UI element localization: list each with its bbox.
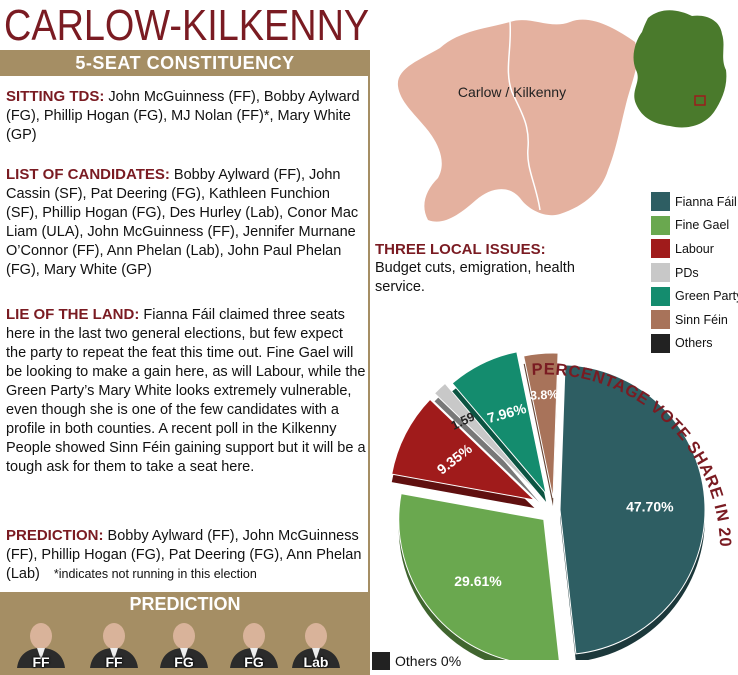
others-note: Others 0% — [372, 652, 461, 670]
vote-share-pie-chart: 47.70%29.61%9.35%1.59%7.96%3.8% PERCENTA… — [372, 330, 734, 660]
legend-item: Labour — [651, 237, 738, 261]
pie-slice-green-party — [451, 351, 547, 495]
prediction-panel-title: PREDICTION — [129, 594, 241, 614]
person-icon — [90, 623, 138, 668]
candidates-text: Bobby Aylward (FF), John Cassin (SF), Pa… — [6, 167, 359, 278]
others-note-swatch — [372, 652, 390, 670]
pie-slice-sinn-f-in — [523, 352, 559, 499]
candidate-party-tag: FG — [244, 654, 264, 670]
legend-label: Labour — [675, 241, 714, 256]
local-issues-label: THREE LOCAL ISSUES: — [375, 241, 546, 258]
sitting-tds-text: John McGuinness (FF), Bobby Aylward (FG)… — [6, 89, 360, 143]
lie-of-land-label: LIE OF THE LAND: — [6, 306, 140, 323]
legend-label: Fine Gael — [675, 218, 730, 233]
candidates-label: LIST OF CANDIDATES: — [6, 166, 170, 183]
candidates-section: LIST OF CANDIDATES: Bobby Aylward (FF), … — [6, 165, 366, 280]
candidate-party-tag: Lab — [303, 654, 329, 670]
pie-data-label: 47.70% — [626, 498, 674, 514]
lie-of-land-text: Fianna Fáil claimed three seats here in … — [6, 307, 366, 475]
candidate-party-tag: FG — [174, 654, 194, 670]
location-marker — [694, 95, 706, 106]
person-icon — [292, 623, 340, 668]
legend-swatch — [651, 333, 670, 353]
legend-swatch — [651, 239, 670, 259]
page-title: CARLOW-KILKENNY — [4, 1, 370, 50]
lie-of-land-section: LIE OF THE LAND: Fianna Fáil claimed thr… — [6, 305, 366, 477]
legend-label: PDs — [675, 265, 699, 280]
prediction-panel: PREDICTION FF FF FG FG Lab — [0, 592, 370, 675]
constituency-subtitle: 5-SEAT CONSTITUENCY — [75, 52, 295, 73]
person-icon — [17, 623, 65, 668]
prediction-text: Bobby Aylward (FF), John McGuinness (FF)… — [6, 528, 362, 582]
carlow-kilkenny-map — [397, 19, 638, 222]
chart-legend: Fianna Fáil Fine Gael Labour PDs Green Party… — [651, 190, 738, 355]
candidate-photo: FG — [158, 616, 210, 670]
legend-item: Fianna Fáil — [651, 190, 738, 214]
candidate-photo: FG — [228, 616, 280, 670]
legend-label: Others — [675, 336, 713, 351]
local-issues: THREE LOCAL ISSUES: Budget cuts, emigrat… — [375, 240, 605, 297]
others-note-text: Others 0% — [395, 653, 462, 669]
legend-item: Others — [651, 332, 738, 356]
legend-label: Sinn Féin — [675, 312, 728, 327]
map-label: Carlow / Kilkenny — [458, 84, 566, 100]
legend-label: Fianna Fáil — [675, 194, 737, 209]
prediction-label: PREDICTION: — [6, 527, 104, 544]
details-column: SITTING TDS: John McGuinness (FF), Bobby… — [0, 76, 370, 592]
county-border — [507, 21, 541, 211]
person-icon — [230, 623, 278, 668]
pie-data-label: 29.61% — [454, 573, 502, 589]
map-area: Carlow / Kilkenny — [397, 10, 727, 222]
legend-item: PDs — [651, 261, 738, 285]
legend-swatch — [651, 215, 670, 235]
legend-item: Sinn Féin — [651, 308, 738, 332]
candidate-party-tag: FF — [32, 654, 50, 670]
legend-item: Fine Gael — [651, 214, 738, 238]
legend-swatch — [651, 192, 670, 212]
candidate-photo: Lab — [290, 616, 342, 670]
local-issues-text: Budget cuts, emigration, health service. — [375, 260, 575, 295]
sitting-tds-section: SITTING TDS: John McGuinness (FF), Bobby… — [6, 87, 366, 145]
prediction-section: PREDICTION: Bobby Aylward (FF), John McG… — [6, 526, 366, 584]
candidate-photo: FF — [15, 616, 67, 670]
pie-slice-labour — [391, 398, 536, 501]
person-icon — [160, 623, 208, 668]
footnote: *indicates not running in this election — [53, 567, 257, 581]
pie-slice-fianna-f-il — [559, 364, 706, 655]
legend-label: Green Party — [675, 289, 738, 304]
legend-swatch — [651, 263, 670, 283]
candidate-photo: FF — [88, 616, 140, 670]
candidate-party-tag: FF — [105, 654, 123, 670]
legend-swatch — [651, 286, 670, 306]
constituency-banner: 5-SEAT CONSTITUENCY — [0, 50, 370, 76]
legend-swatch — [651, 310, 670, 330]
pie-data-label: 3.8% — [530, 387, 559, 402]
legend-item: Green Party — [651, 284, 738, 308]
ireland-icon — [633, 10, 727, 128]
sitting-tds-label: SITTING TDS: — [6, 88, 105, 105]
pie-slice-pds — [433, 382, 540, 495]
pie-slice-fine-gael — [398, 493, 560, 660]
